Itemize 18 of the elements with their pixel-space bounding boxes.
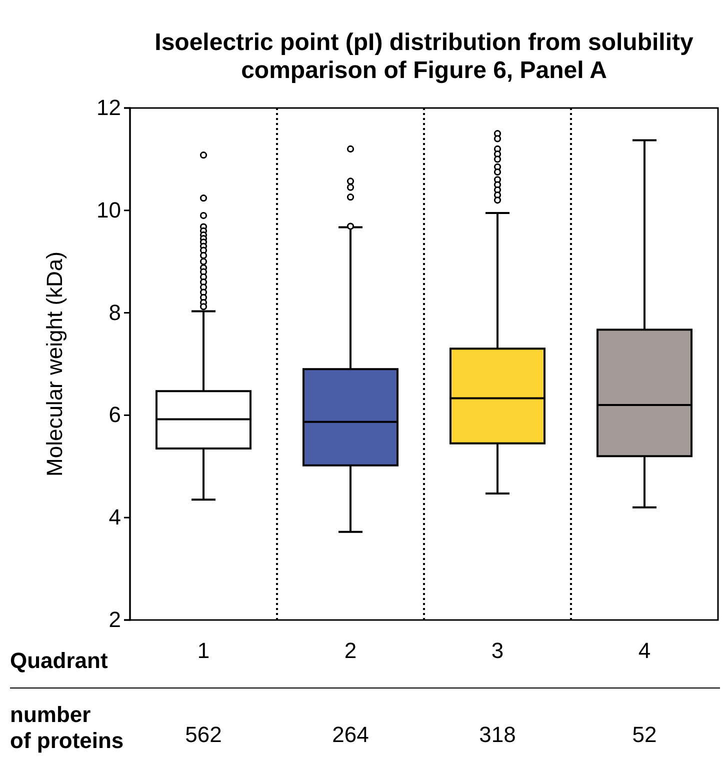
text: 264 (332, 722, 369, 747)
y-tick-label: 10 (96, 197, 121, 222)
x-tick-label: 3 (491, 638, 504, 664)
y-tick-label: 8 (108, 300, 121, 325)
x-tick-label: 2 (344, 638, 357, 664)
y-axis-title: Molecular weight (kDa) (42, 252, 67, 476)
y-tick-label: 2 (108, 607, 121, 632)
y-tick-label: 12 (96, 95, 121, 120)
text: number of proteins (10, 702, 124, 753)
text: 52 (632, 722, 657, 747)
x-tick-label: 1 (197, 638, 210, 664)
text: 562 (185, 722, 222, 747)
x-tick-label: 4 (638, 638, 651, 664)
chart-title: Isoelectric point (pI) distribution from solubility comparison of Figure 6, Panel A (154, 29, 694, 84)
text: 318 (479, 722, 516, 747)
x-axis-title: Quadrant (10, 648, 108, 673)
y-tick-label: 6 (108, 402, 121, 428)
y-tick-label: 4 (108, 504, 121, 530)
